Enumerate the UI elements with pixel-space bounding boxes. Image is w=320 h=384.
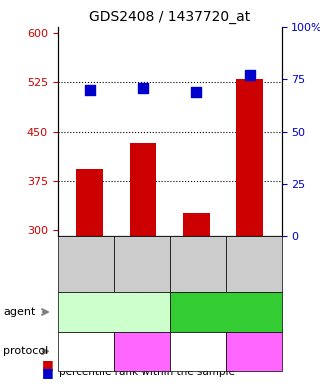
Text: BAFF: BAFF (212, 307, 240, 317)
Point (247, 72, 252, 78)
Text: total: total (185, 346, 210, 356)
Text: untreated: untreated (86, 307, 141, 317)
Bar (76, 169, 103, 236)
Bar (130, 143, 156, 236)
Bar (236, 79, 263, 236)
Text: GSM139087: GSM139087 (81, 237, 90, 291)
Bar (183, 213, 210, 236)
Text: polysomal: polysomal (232, 347, 275, 356)
Title: GDS2408 / 1437720_at: GDS2408 / 1437720_at (89, 10, 250, 25)
Text: percentile rank within the sample: percentile rank within the sample (59, 367, 235, 377)
Point (140, 84, 146, 91)
Text: count: count (59, 360, 89, 370)
Point (194, 89, 199, 95)
Text: protocol: protocol (3, 346, 48, 356)
Text: polysomal: polysomal (120, 347, 163, 356)
Text: agent: agent (3, 307, 36, 317)
Point (87, 87, 92, 93)
Text: GSM139084: GSM139084 (249, 237, 258, 291)
Text: ■: ■ (42, 366, 53, 379)
Text: ■: ■ (42, 358, 53, 371)
Text: total: total (73, 346, 98, 356)
Text: GSM139079: GSM139079 (137, 237, 146, 291)
Text: GSM139091: GSM139091 (193, 237, 202, 291)
